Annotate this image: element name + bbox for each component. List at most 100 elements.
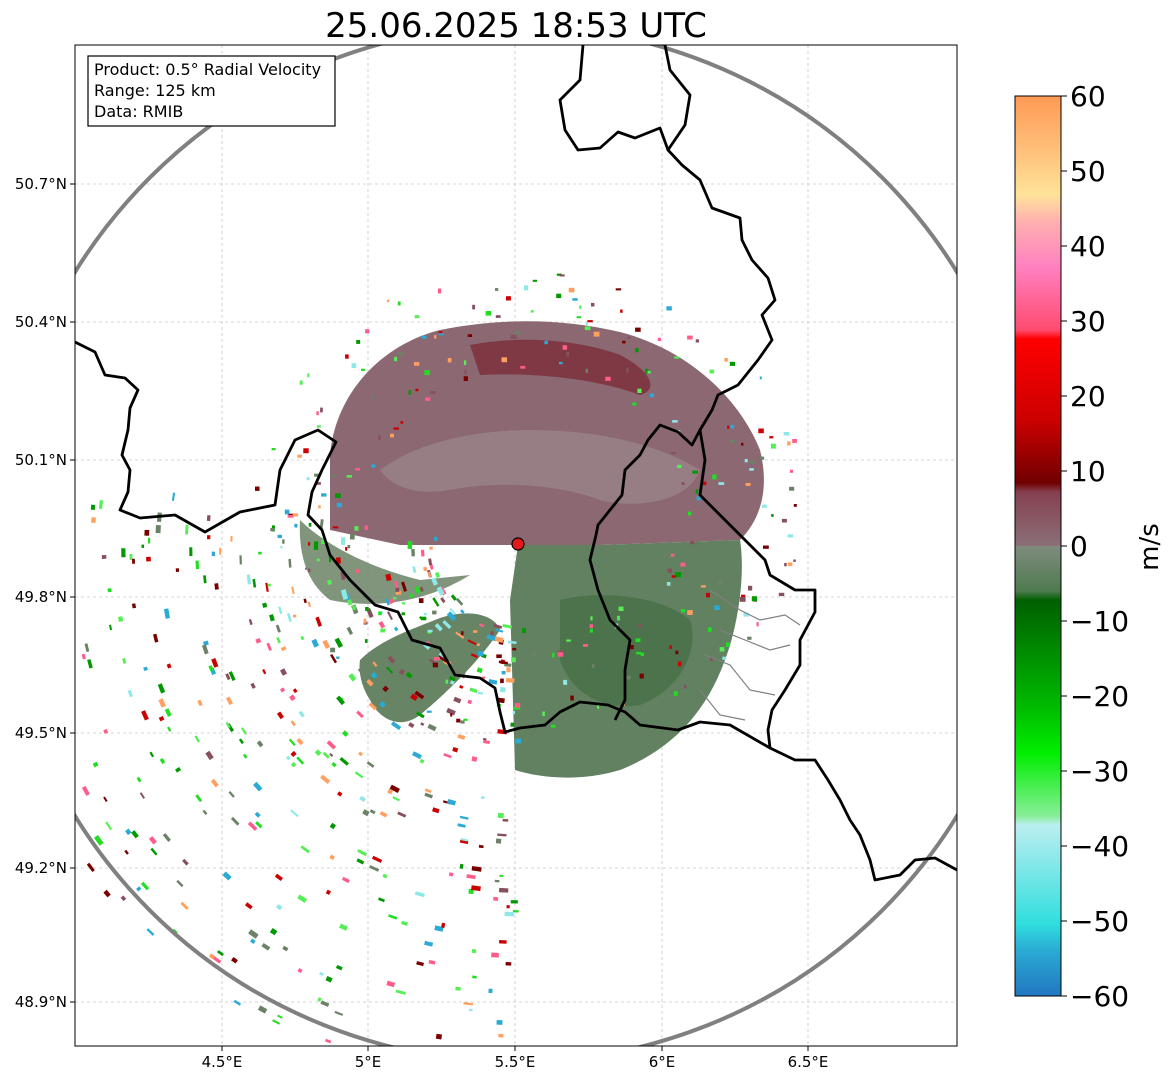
- echo-edge-speckle: [378, 611, 382, 616]
- echo-edge-speckle: [330, 647, 336, 653]
- echo-edge-speckle: [371, 464, 376, 468]
- echo-edge-speckle: [576, 316, 582, 319]
- echo-edge-speckle: [566, 352, 569, 357]
- clutter-speckle: [506, 905, 510, 909]
- y-tick-label: 50.1°N: [15, 451, 67, 469]
- clutter-speckle: [459, 685, 464, 689]
- echo-edge-speckle: [299, 380, 303, 385]
- clutter-speckle: [132, 558, 135, 564]
- clutter-speckle: [414, 585, 421, 595]
- clutter-speckle: [242, 753, 248, 759]
- y-axis-ticks: 50.7°N 50.4°N 50.1°N 49.8°N 49.5°N 49.2°N 48.9…: [15, 175, 75, 1011]
- clutter-speckle: [231, 957, 238, 964]
- clutter-speckle: [250, 682, 256, 689]
- clutter-speckle: [175, 767, 182, 773]
- clutter-speckle: [211, 658, 219, 668]
- echo-edge-speckle: [393, 427, 399, 430]
- echo-edge-speckle: [472, 304, 476, 310]
- clutter-speckle: [424, 940, 434, 947]
- clutter-speckle: [379, 701, 386, 708]
- clutter-speckle: [512, 910, 519, 913]
- clutter-speckle: [311, 638, 320, 648]
- clutter-speckle: [470, 653, 478, 659]
- echo-edge-speckle: [622, 340, 626, 344]
- clutter-speckle: [91, 517, 96, 523]
- approaching-west-lobe: [359, 613, 500, 723]
- clutter-speckle: [450, 594, 457, 601]
- x-axis-ticks: 4.5°E 5°E 5.5°E 6°E 6.5°E: [202, 1046, 828, 1071]
- clutter-speckle: [408, 592, 414, 599]
- echo-edge-speckle: [788, 562, 793, 567]
- echo-edge-speckle: [627, 336, 631, 339]
- clutter-speckle: [276, 637, 281, 644]
- colorbar-tick-label: −50: [1070, 905, 1129, 938]
- clutter-speckle: [208, 953, 216, 960]
- clutter-speckle: [401, 920, 409, 926]
- clutter-speckle: [298, 710, 305, 718]
- clutter-speckle: [146, 556, 151, 562]
- echo-edge-speckle: [467, 334, 472, 337]
- admin-border-lux-districts: [699, 589, 801, 721]
- border-de-lux-east: [698, 429, 817, 749]
- clutter-speckle: [319, 971, 324, 976]
- clutter-speckle: [486, 634, 497, 642]
- echo-edge-speckle: [434, 335, 437, 339]
- echo-edge-speckle: [390, 433, 394, 438]
- clutter-speckle: [150, 847, 158, 856]
- clutter-speckle: [203, 575, 207, 584]
- clutter-speckle: [141, 710, 149, 721]
- clutter-speckle: [93, 835, 104, 846]
- echo-edge-speckle: [421, 616, 427, 621]
- echo-edge-speckle: [514, 703, 521, 708]
- clutter-speckle: [392, 796, 400, 802]
- clutter-speckle: [498, 887, 509, 893]
- echo-edge-speckle: [638, 623, 642, 628]
- clutter-speckle: [255, 638, 262, 644]
- clutter-speckle: [504, 911, 515, 917]
- clutter-speckle: [122, 658, 127, 664]
- colorbar-ticks: 60 50 40 30 20 10 0 −10 −20 −30 −40 −50 −60: [1061, 80, 1129, 1013]
- clutter-speckle: [325, 976, 333, 983]
- clutter-speckle: [327, 579, 332, 585]
- clutter-speckle: [182, 858, 189, 866]
- echo-edge-speckle: [640, 652, 644, 656]
- echo-edge-speckle: [626, 367, 629, 373]
- echo-edge-speckle: [501, 671, 506, 675]
- clutter-speckle: [87, 659, 93, 669]
- echo-edge-speckle: [397, 301, 401, 306]
- echo-edge-speckle: [615, 288, 622, 291]
- clutter-speckle: [230, 816, 240, 826]
- echo-edge-speckle: [759, 456, 765, 460]
- clutter-speckle: [197, 699, 203, 707]
- clutter-speckle: [330, 654, 338, 664]
- clutter-speckle: [420, 722, 425, 726]
- echo-edge-speckle: [749, 468, 754, 471]
- clutter-speckle: [334, 637, 344, 649]
- clutter-speckle: [478, 844, 484, 849]
- clutter-speckle: [411, 751, 422, 760]
- radar-site-marker[interactable]: [511, 537, 525, 551]
- echo-edge-speckle: [280, 545, 283, 549]
- echo-edge-speckle: [696, 496, 701, 501]
- echo-edge-speckle: [255, 486, 260, 491]
- info-product: Product: 0.5° Radial Velocity: [94, 60, 321, 79]
- echo-edge-speckle: [789, 469, 793, 473]
- clutter-speckle: [378, 897, 385, 903]
- echo-edge-speckle: [473, 630, 478, 633]
- clutter-speckle: [505, 962, 512, 966]
- clutter-speckle: [124, 849, 129, 855]
- echo-edge-speckle: [460, 720, 465, 724]
- clutter-speckle: [139, 792, 146, 799]
- echo-edge-speckle: [635, 327, 641, 332]
- echo-edge-speckle: [559, 274, 565, 277]
- clutter-speckle: [148, 836, 157, 845]
- echo-edge-speckle: [695, 339, 699, 343]
- clutter-speckle: [347, 599, 353, 606]
- clutter-speckle: [341, 876, 350, 884]
- clutter-speckle: [336, 695, 346, 706]
- echo-edge-speckle: [671, 575, 676, 578]
- y-tick-label: 50.4°N: [15, 313, 67, 331]
- echo-edge-speckle: [591, 664, 595, 668]
- clutter-speckle: [288, 558, 292, 568]
